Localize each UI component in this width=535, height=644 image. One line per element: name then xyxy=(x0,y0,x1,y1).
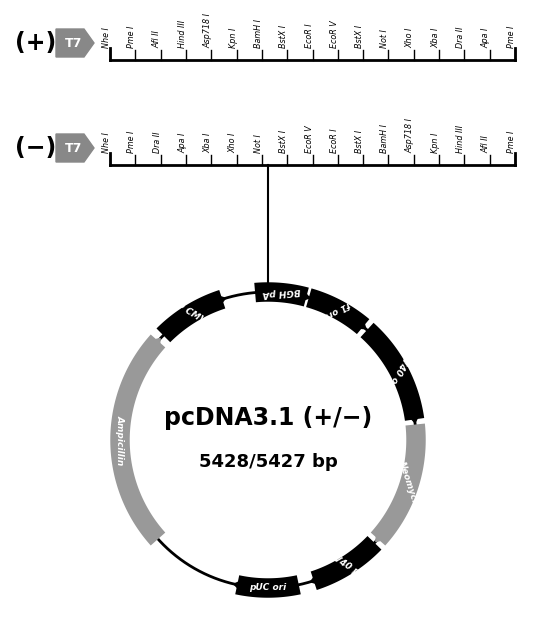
Text: Kpn I: Kpn I xyxy=(431,133,440,153)
Text: Dra II: Dra II xyxy=(456,26,465,48)
Text: Afl II: Afl II xyxy=(482,135,491,153)
Text: Pme I: Pme I xyxy=(127,26,136,48)
Polygon shape xyxy=(56,134,94,162)
Text: Asp718 I: Asp718 I xyxy=(406,118,415,153)
Text: SV40 pA: SV40 pA xyxy=(326,551,367,581)
Polygon shape xyxy=(359,322,366,329)
Text: BstX I: BstX I xyxy=(355,130,364,153)
Text: BGH pA: BGH pA xyxy=(262,287,301,299)
Text: Hind III: Hind III xyxy=(178,20,187,48)
Text: pUC ori: pUC ori xyxy=(249,583,287,592)
Text: BamH I: BamH I xyxy=(380,124,389,153)
Text: Not I: Not I xyxy=(254,134,263,153)
Text: Kpn I: Kpn I xyxy=(228,28,238,48)
Text: Dra II: Dra II xyxy=(152,131,162,153)
Text: Not I: Not I xyxy=(380,29,389,48)
Text: Apa I: Apa I xyxy=(178,133,187,153)
Text: P CMV: P CMV xyxy=(174,301,207,326)
Polygon shape xyxy=(310,576,317,583)
Text: BamH I: BamH I xyxy=(254,19,263,48)
Polygon shape xyxy=(234,582,240,589)
Text: f1 ori: f1 ori xyxy=(324,299,351,319)
Text: Nhe I: Nhe I xyxy=(102,27,111,48)
Text: Xho I: Xho I xyxy=(228,133,238,153)
Text: (−): (−) xyxy=(15,136,56,160)
Text: Nhe I: Nhe I xyxy=(102,132,111,153)
Text: Neomycin: Neomycin xyxy=(397,460,421,511)
Text: Pme I: Pme I xyxy=(507,26,516,48)
Text: pcDNA3.1 (+/−): pcDNA3.1 (+/−) xyxy=(164,406,372,430)
Polygon shape xyxy=(376,535,383,542)
Polygon shape xyxy=(303,293,310,300)
Polygon shape xyxy=(56,29,94,57)
Text: EcoR V: EcoR V xyxy=(330,20,339,48)
Text: EcoR I: EcoR I xyxy=(304,23,314,48)
Polygon shape xyxy=(219,296,225,303)
Text: Apa I: Apa I xyxy=(482,28,491,48)
Text: T7: T7 xyxy=(65,37,83,50)
Polygon shape xyxy=(154,339,160,345)
Text: (+): (+) xyxy=(15,31,56,55)
Text: BstX I: BstX I xyxy=(279,130,288,153)
Text: Pme I: Pme I xyxy=(127,131,136,153)
Text: Asp718 I: Asp718 I xyxy=(203,13,212,48)
Text: T7: T7 xyxy=(65,142,83,155)
Text: Pme I: Pme I xyxy=(507,131,516,153)
Text: Xho I: Xho I xyxy=(406,28,415,48)
Text: 5428/5427 bp: 5428/5427 bp xyxy=(198,453,338,471)
Text: BstX I: BstX I xyxy=(279,25,288,48)
Text: Hind III: Hind III xyxy=(456,125,465,153)
Text: EcoR V: EcoR V xyxy=(304,125,314,153)
Text: Xba I: Xba I xyxy=(203,133,212,153)
Text: Xba I: Xba I xyxy=(431,28,440,48)
Text: Afl II: Afl II xyxy=(152,30,162,48)
Text: SV40 ori: SV40 ori xyxy=(385,350,412,392)
Text: BstX I: BstX I xyxy=(355,25,364,48)
Text: EcoR I: EcoR I xyxy=(330,128,339,153)
Text: Ampicillin: Ampicillin xyxy=(116,415,125,465)
Polygon shape xyxy=(410,417,418,422)
